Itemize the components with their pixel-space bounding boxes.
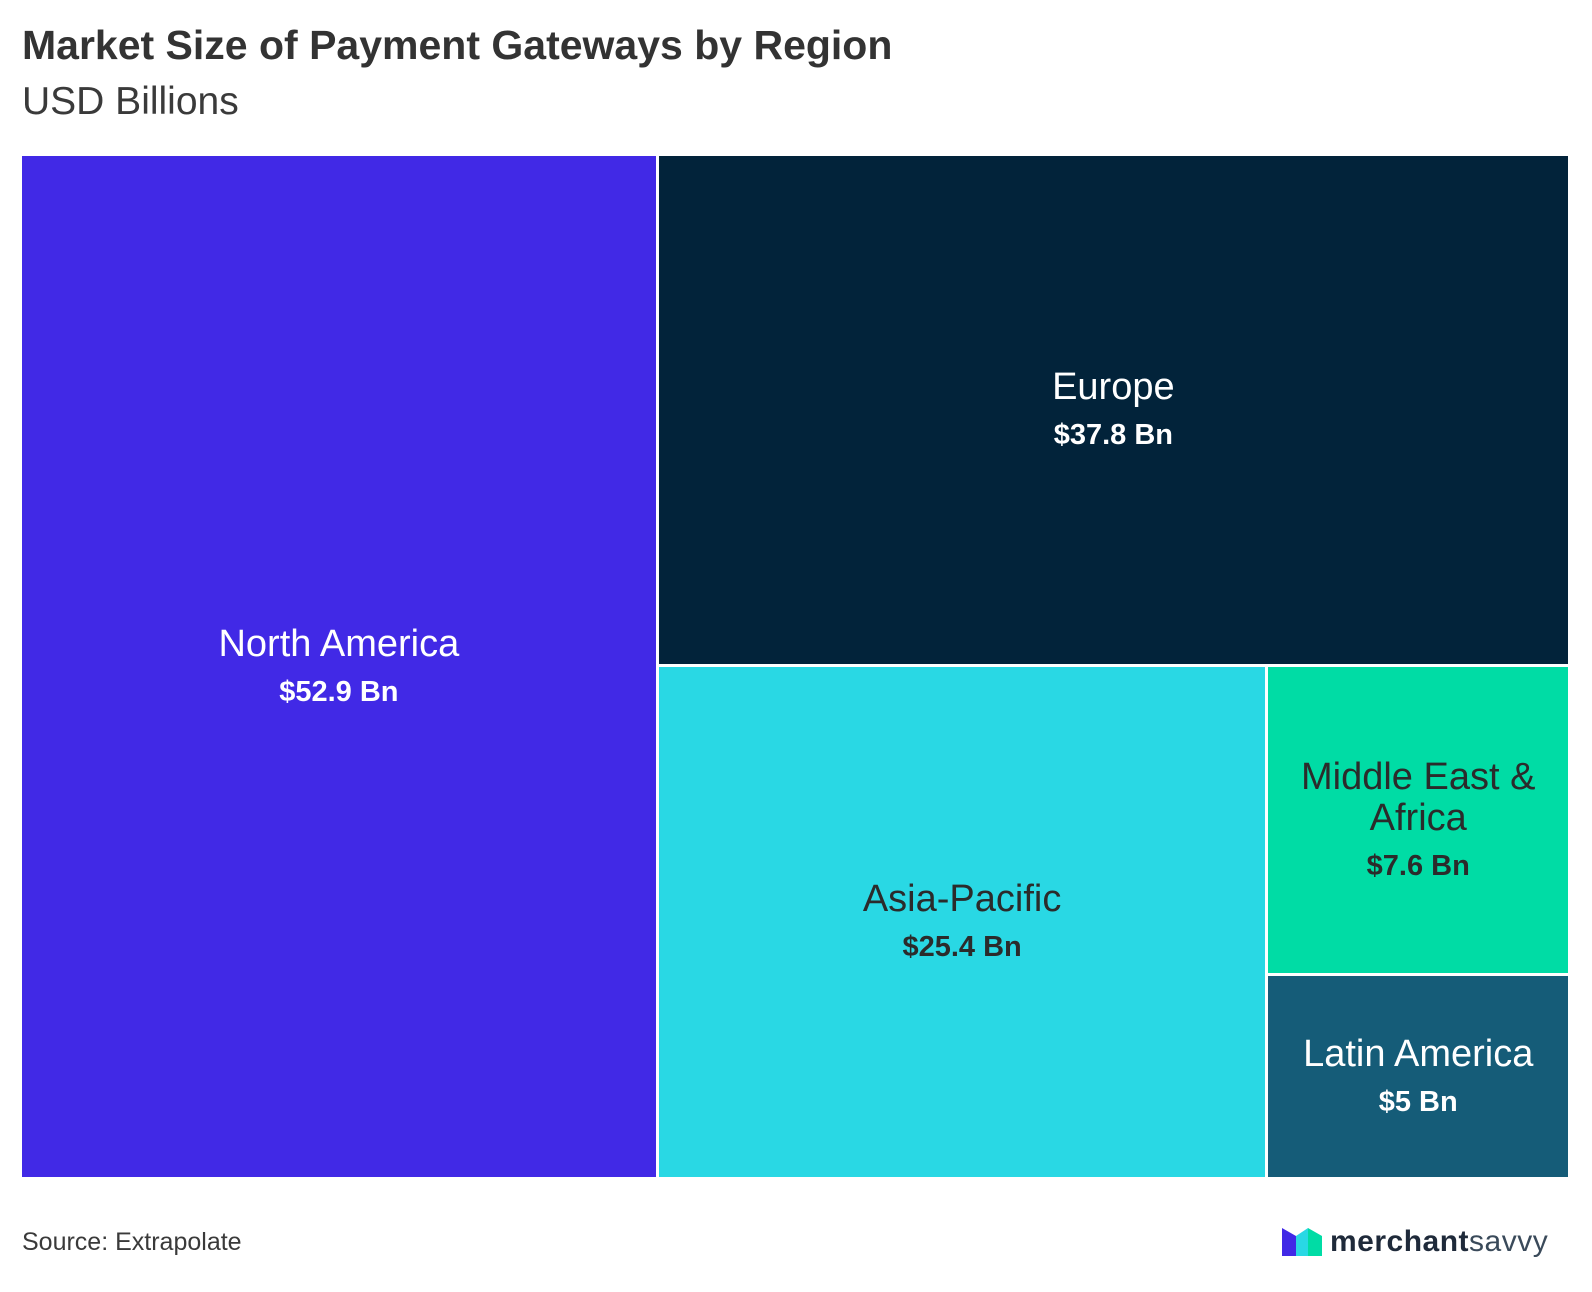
tile-middle-east-africa: Middle East & Africa $7.6 Bn	[1268, 666, 1568, 974]
tile-label-europe: Europe	[1052, 366, 1175, 409]
tile-north-america: North America $52.9 Bn	[22, 156, 656, 1177]
chart-title: Market Size of Payment Gateways by Regio…	[22, 22, 893, 68]
source-note: Source: Extrapolate	[22, 1228, 242, 1256]
tile-label-asia-pacific: Asia-Pacific	[862, 878, 1062, 921]
tile-value-north-america: $52.9 Bn	[279, 675, 399, 708]
tile-latin-america: Latin America $5 Bn	[1268, 976, 1568, 1177]
treemap-chart: North America $52.9 Bn Europe $37.8 Bn Asia-…	[22, 156, 1571, 1180]
tile-label-north-america: North America	[218, 623, 460, 666]
tile-asia-pacific: Asia-Pacific $25.4 Bn	[658, 666, 1266, 1177]
tile-europe: Europe $37.8 Bn	[658, 156, 1568, 664]
logo-text: merchantsavvy	[1330, 1225, 1548, 1259]
tile-value-europe: $37.8 Bn	[1053, 419, 1173, 452]
logo-mark-icon	[1282, 1228, 1322, 1256]
logo-text-bold: merchant	[1330, 1225, 1470, 1258]
merchantsavvy-logo: merchantsavvy	[1282, 1222, 1548, 1262]
tile-value-asia-pacific: $25.4 Bn	[902, 931, 1022, 964]
logo-text-light: savvy	[1469, 1225, 1549, 1258]
tile-value-middle-east-africa: $7.6 Bn	[1366, 850, 1470, 883]
chart-subtitle: USD Billions	[22, 80, 239, 123]
tile-label-middle-east-africa: Middle East & Africa	[1301, 755, 1536, 840]
tile-value-latin-america: $5 Bn	[1378, 1086, 1458, 1119]
tile-label-latin-america: Latin America	[1303, 1033, 1534, 1076]
